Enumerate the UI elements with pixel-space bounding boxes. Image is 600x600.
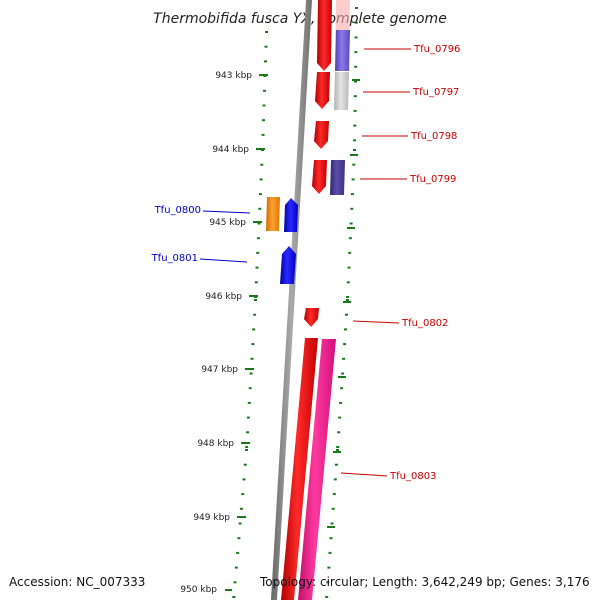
gene-label-Tfu_0799[interactable]: Tfu_0799	[409, 174, 456, 185]
tick-label-950: 950 kbp	[180, 585, 217, 595]
gene-label-Tfu_0802[interactable]: Tfu_0802	[401, 318, 448, 329]
tick-label-947: 947 kbp	[201, 365, 238, 375]
tick-label-948: 948 kbp	[197, 439, 234, 449]
tick-label-949: 949 kbp	[193, 513, 230, 523]
gene-Tfu_0797-shape[interactable]	[315, 72, 349, 110]
gene-label-Tfu_0803[interactable]: Tfu_0803	[389, 471, 436, 482]
label-leaders	[199, 48, 411, 477]
tick-label-946: 946 kbp	[205, 292, 242, 302]
tick-label-945: 945 kbp	[209, 218, 246, 228]
inner-tick-ring	[232, 31, 268, 598]
outer-tick-ring	[325, 7, 358, 598]
tick-label-944: 944 kbp	[212, 145, 249, 155]
gene-label-Tfu_0801[interactable]: Tfu_0801	[151, 253, 198, 264]
gene-Tfu_0799-shape[interactable]	[312, 160, 345, 195]
gene-Tfu_0796-shape[interactable]	[317, 0, 350, 71]
gene-Tfu_0798-shape[interactable]	[314, 121, 329, 149]
genome-backbone	[271, 0, 312, 600]
gene-Tfu_0803-shape[interactable]	[281, 338, 336, 600]
scale-ticks: 943 kbp 944 kbp 945 kbp 946 kbp 947 kbp …	[180, 71, 268, 595]
gene-label-Tfu_0798[interactable]: Tfu_0798	[410, 131, 457, 142]
map-title: Thermobifida fusca YX, complete genome	[153, 11, 447, 27]
gene-Tfu_0802-shape[interactable]	[304, 308, 319, 327]
tick-label-943: 943 kbp	[215, 71, 252, 81]
topology-text: Topology: circular; Length: 3,642,249 bp…	[260, 575, 590, 589]
gene-Tfu_0800-shape[interactable]	[266, 197, 298, 232]
accession-text: Accession: NC_007333	[9, 575, 146, 589]
gene-label-Tfu_0800[interactable]: Tfu_0800	[154, 205, 201, 216]
gene-label-Tfu_0797[interactable]: Tfu_0797	[412, 87, 459, 98]
gene-label-Tfu_0796[interactable]: Tfu_0796	[413, 44, 460, 55]
outer-major-ticks	[327, 79, 360, 528]
gene-Tfu_0801-shape[interactable]	[280, 246, 296, 284]
